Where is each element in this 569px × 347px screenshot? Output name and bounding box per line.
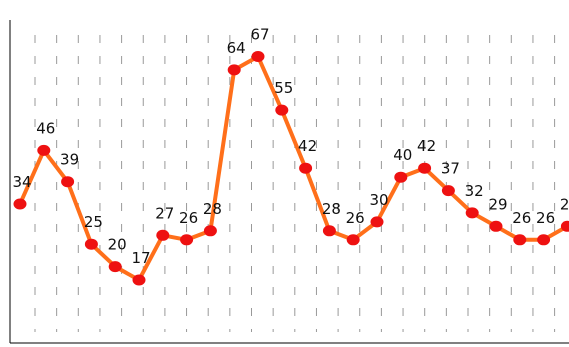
data-point [37,144,51,156]
data-label: 17 [131,249,150,267]
data-point [275,104,289,116]
data-point [108,261,122,273]
data-label: 46 [36,119,55,137]
data-point [132,274,146,286]
data-point [322,225,336,237]
data-point [394,171,408,183]
point-markers [13,51,569,286]
data-point [346,234,360,246]
data-point [560,220,569,232]
data-label: 27 [155,204,174,222]
data-point [13,198,27,210]
data-point [299,162,313,174]
data-label: 42 [298,137,317,155]
data-label: 34 [12,173,31,191]
data-label: 28 [203,200,222,218]
data-point [156,229,170,241]
data-label: 25 [84,213,103,231]
data-point [418,162,432,174]
data-label: 26 [512,209,531,227]
data-label: 55 [274,79,293,97]
data-point [370,216,384,228]
data-label: 29 [560,195,569,213]
data-point [537,234,551,246]
data-label: 26 [536,209,555,227]
data-point [441,185,455,197]
data-label: 37 [441,160,460,178]
data-label: 26 [179,209,198,227]
data-label: 26 [346,209,365,227]
data-point [513,234,527,246]
data-label: 32 [465,182,484,200]
data-label: 30 [369,191,388,209]
data-label: 28 [322,200,341,218]
data-point [180,234,194,246]
data-point [203,225,217,237]
data-label: 64 [227,39,246,57]
data-label: 39 [60,151,79,169]
data-label: 40 [393,146,412,164]
data-label: 67 [250,26,269,44]
data-label: 20 [108,236,127,254]
data-point [465,207,479,219]
data-point [251,51,265,62]
data-point [227,64,241,76]
data-point [61,176,75,188]
data-point [84,238,98,250]
data-label: 29 [488,195,507,213]
data-point [489,220,503,232]
vertical-grid [34,35,556,332]
data-label: 42 [417,137,436,155]
